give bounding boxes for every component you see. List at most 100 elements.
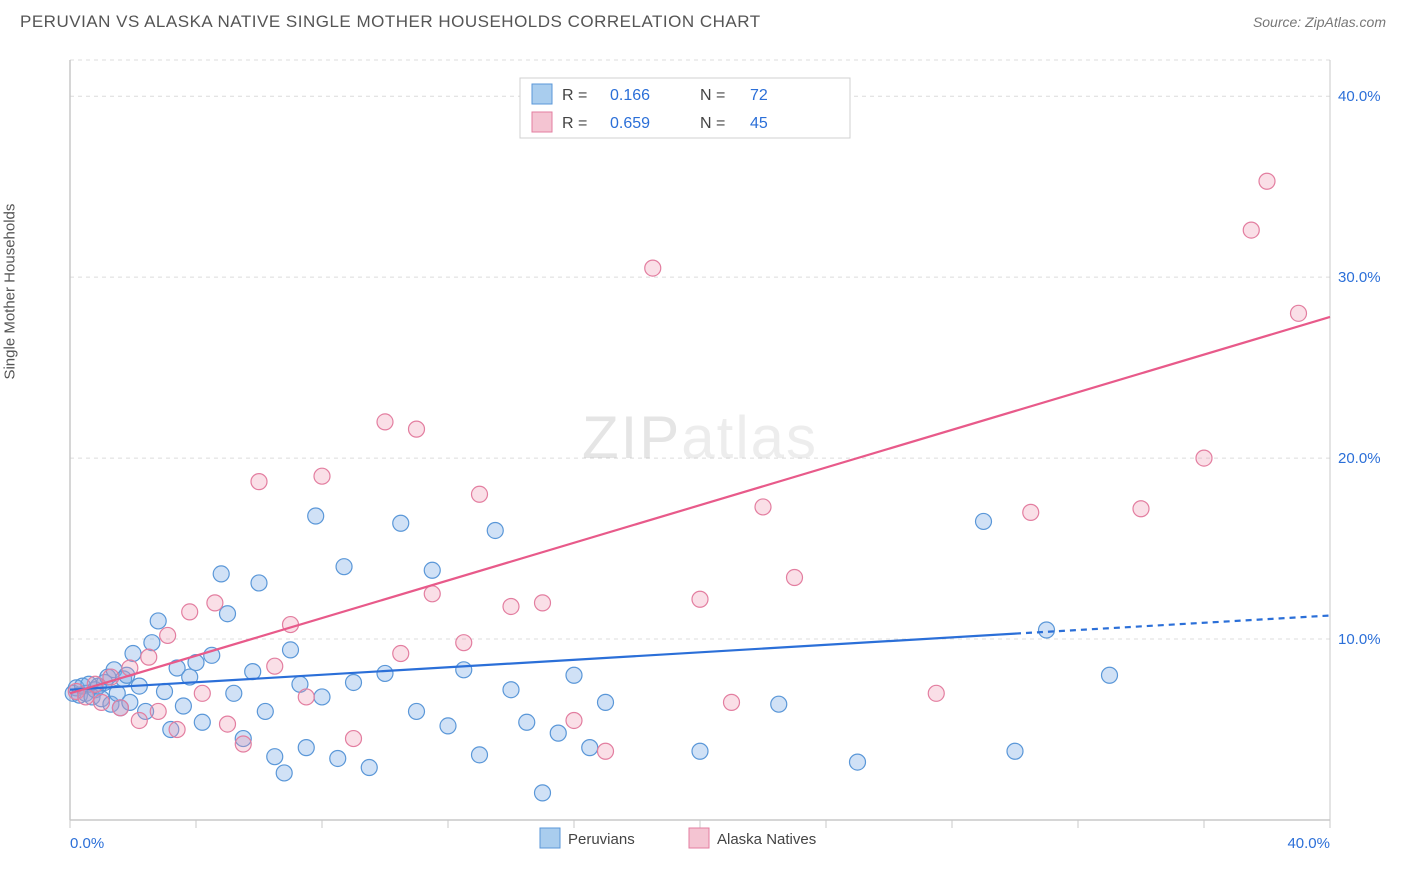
stat-r-label: R =	[562, 115, 587, 132]
scatter-point	[235, 736, 251, 752]
scatter-point	[194, 714, 210, 730]
scatter-point	[1102, 667, 1118, 683]
scatter-point	[336, 559, 352, 575]
stat-r-value: 0.659	[610, 115, 650, 132]
scatter-point	[94, 694, 110, 710]
scatter-point	[346, 674, 362, 690]
scatter-point	[213, 566, 229, 582]
bottom-legend-swatch	[540, 828, 560, 848]
y-tick-label: 40.0%	[1338, 88, 1381, 105]
scatter-point	[377, 665, 393, 681]
scatter-point	[487, 522, 503, 538]
scatter-point	[566, 667, 582, 683]
stat-n-label: N =	[700, 115, 725, 132]
scatter-point	[150, 613, 166, 629]
scatter-point	[456, 635, 472, 651]
scatter-point	[220, 606, 236, 622]
scatter-point	[850, 754, 866, 770]
scatter-point	[194, 685, 210, 701]
scatter-point	[314, 468, 330, 484]
y-tick-label: 10.0%	[1338, 631, 1381, 648]
scatter-point	[1196, 450, 1212, 466]
scatter-point	[976, 513, 992, 529]
scatter-point	[283, 642, 299, 658]
bottom-legend-swatch	[689, 828, 709, 848]
scatter-point	[535, 595, 551, 611]
chart-container: Single Mother Households 10.0%20.0%30.0%…	[20, 45, 1386, 872]
scatter-point	[314, 689, 330, 705]
y-tick-label: 20.0%	[1338, 450, 1381, 467]
scatter-point	[298, 689, 314, 705]
x-tick-label: 40.0%	[1287, 835, 1330, 852]
scatter-point	[424, 562, 440, 578]
scatter-point	[150, 703, 166, 719]
bottom-legend-label: Peruvians	[568, 831, 635, 848]
scatter-point	[724, 694, 740, 710]
scatter-point	[440, 718, 456, 734]
scatter-point	[1023, 504, 1039, 520]
bottom-legend-label: Alaska Natives	[717, 831, 816, 848]
scatter-point	[175, 698, 191, 714]
scatter-point	[393, 646, 409, 662]
scatter-point	[787, 570, 803, 586]
scatter-point	[346, 731, 362, 747]
legend-swatch	[532, 84, 552, 104]
scatter-point	[361, 760, 377, 776]
scatter-point	[251, 474, 267, 490]
scatter-point	[1291, 305, 1307, 321]
stat-r-value: 0.166	[610, 87, 650, 104]
scatter-point	[503, 682, 519, 698]
scatter-point	[692, 743, 708, 759]
chart-title: PERUVIAN VS ALASKA NATIVE SINGLE MOTHER …	[20, 12, 761, 32]
scatter-point	[131, 712, 147, 728]
scatter-point	[220, 716, 236, 732]
scatter-point	[566, 712, 582, 728]
scatter-point	[409, 703, 425, 719]
scatter-point	[112, 700, 128, 716]
scatter-point	[535, 785, 551, 801]
scatter-point	[409, 421, 425, 437]
scatter-point	[245, 664, 261, 680]
scatter-point	[1007, 743, 1023, 759]
scatter-point	[1243, 222, 1259, 238]
scatter-point	[276, 765, 292, 781]
scatter-point	[1259, 173, 1275, 189]
scatter-point	[330, 750, 346, 766]
scatter-point	[755, 499, 771, 515]
scatter-point	[519, 714, 535, 730]
watermark: ZIPatlas	[582, 404, 818, 471]
stat-n-label: N =	[700, 87, 725, 104]
scatter-point	[472, 747, 488, 763]
scatter-chart: 10.0% 20.0% 30.0% 40.0% 0.0% 40.0% ZIPatlas R =…	[20, 45, 1386, 872]
scatter-point	[308, 508, 324, 524]
scatter-point	[550, 725, 566, 741]
scatter-point	[182, 604, 198, 620]
scatter-point	[144, 635, 160, 651]
scatter-point	[692, 591, 708, 607]
scatter-point	[157, 684, 173, 700]
scatter-point	[771, 696, 787, 712]
scatter-point	[393, 515, 409, 531]
y-tick-label: 30.0%	[1338, 269, 1381, 286]
scatter-point	[598, 694, 614, 710]
scatter-point	[598, 743, 614, 759]
scatter-point	[298, 740, 314, 756]
scatter-point	[169, 722, 185, 738]
scatter-point	[928, 685, 944, 701]
scatter-point	[160, 627, 176, 643]
legend-swatch	[532, 112, 552, 132]
scatter-point	[267, 749, 283, 765]
source-label: Source: ZipAtlas.com	[1253, 14, 1386, 30]
scatter-point	[377, 414, 393, 430]
stat-n-value: 45	[750, 115, 768, 132]
scatter-point	[1133, 501, 1149, 517]
scatter-point	[424, 586, 440, 602]
stat-r-label: R =	[562, 87, 587, 104]
x-tick-label: 0.0%	[70, 835, 104, 852]
y-axis-label: Single Mother Households	[2, 203, 19, 379]
scatter-point	[251, 575, 267, 591]
scatter-point	[257, 703, 273, 719]
scatter-point	[582, 740, 598, 756]
scatter-point	[645, 260, 661, 276]
title-bar: PERUVIAN VS ALASKA NATIVE SINGLE MOTHER …	[0, 0, 1406, 40]
